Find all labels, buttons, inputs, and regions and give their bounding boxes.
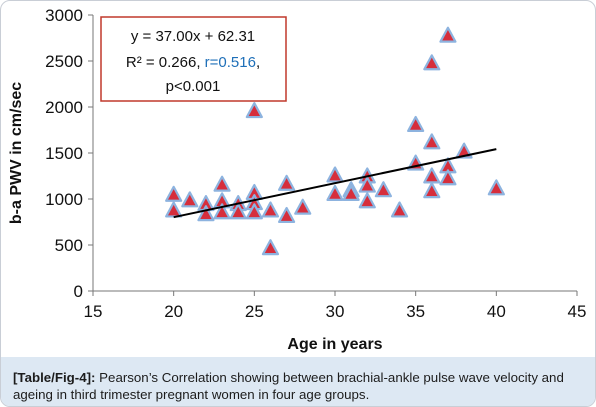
caption-tag: [Table/Fig-4]: bbox=[13, 370, 96, 385]
r-squared-value: R² = 0.266, bbox=[126, 54, 205, 71]
y-tick-label: 0 bbox=[74, 282, 83, 301]
data-point bbox=[326, 166, 344, 183]
data-point bbox=[165, 185, 183, 202]
data-point bbox=[261, 201, 280, 218]
data-point bbox=[390, 201, 409, 218]
caption-text: Pearson’s Correlation showing between br… bbox=[13, 370, 564, 402]
data-point bbox=[261, 239, 280, 256]
data-point bbox=[278, 174, 296, 191]
y-tick-label: 1500 bbox=[45, 144, 83, 163]
x-tick-label: 25 bbox=[245, 302, 264, 321]
correlation-coefficient: r=0.516 bbox=[205, 54, 256, 71]
data-point bbox=[423, 167, 441, 184]
data-point bbox=[197, 205, 215, 222]
x-tick-label: 45 bbox=[568, 302, 587, 321]
y-tick-label: 2000 bbox=[45, 98, 83, 117]
data-point bbox=[423, 54, 441, 71]
x-tick-label: 30 bbox=[326, 302, 345, 321]
data-point bbox=[278, 206, 296, 224]
data-point bbox=[342, 184, 360, 201]
y-tick-label: 3000 bbox=[45, 6, 83, 25]
data-point bbox=[358, 192, 376, 209]
data-point bbox=[487, 179, 505, 196]
y-axis-label: b-a PWV in cm/sec bbox=[8, 82, 25, 224]
x-tick-label: 20 bbox=[164, 302, 183, 321]
data-point bbox=[181, 191, 199, 208]
data-point bbox=[358, 176, 376, 193]
data-point bbox=[439, 169, 457, 186]
r-squared-line: R² = 0.266, r=0.516, bbox=[126, 54, 260, 71]
data-point bbox=[374, 181, 392, 198]
data-point bbox=[229, 203, 247, 220]
data-point bbox=[423, 133, 441, 150]
p-value: p<0.001 bbox=[166, 78, 221, 95]
data-points bbox=[165, 26, 505, 256]
data-point bbox=[455, 142, 473, 159]
r-line-suffix: , bbox=[256, 54, 260, 71]
scatter-chart: 15 20 25 30 35 40 45 0 500 1000 1500 2000 2500 3000 A… bbox=[8, 6, 586, 353]
data-point bbox=[245, 203, 263, 220]
x-tick-label: 35 bbox=[406, 302, 425, 321]
tick-labels: 15 20 25 30 35 40 45 0 500 1000 1500 2000 2500 3000 bbox=[45, 6, 586, 321]
regression-annotation: y = 37.00x + 62.31 R² = 0.266, r=0.516, … bbox=[100, 16, 287, 102]
data-point bbox=[245, 102, 263, 119]
data-point bbox=[213, 175, 231, 192]
x-tick-label: 15 bbox=[84, 302, 103, 321]
y-tick-label: 500 bbox=[55, 236, 83, 255]
data-point bbox=[407, 115, 425, 132]
trendline bbox=[173, 148, 497, 219]
chart-axes bbox=[88, 14, 578, 296]
figure-caption: [Table/Fig-4]: Pearson’s Correlation sho… bbox=[1, 357, 595, 406]
y-tick-label: 1000 bbox=[45, 190, 83, 209]
regression-equation: y = 37.00x + 62.31 bbox=[131, 28, 255, 45]
data-point bbox=[294, 198, 312, 215]
data-point bbox=[423, 182, 441, 199]
data-point bbox=[326, 184, 344, 201]
annotation-frame bbox=[100, 16, 287, 102]
x-axis-label: Age in years bbox=[287, 336, 382, 353]
data-point bbox=[165, 201, 183, 218]
data-point bbox=[213, 203, 231, 220]
x-tick-label: 40 bbox=[487, 302, 506, 321]
y-tick-label: 2500 bbox=[45, 52, 83, 71]
data-point bbox=[439, 26, 457, 43]
